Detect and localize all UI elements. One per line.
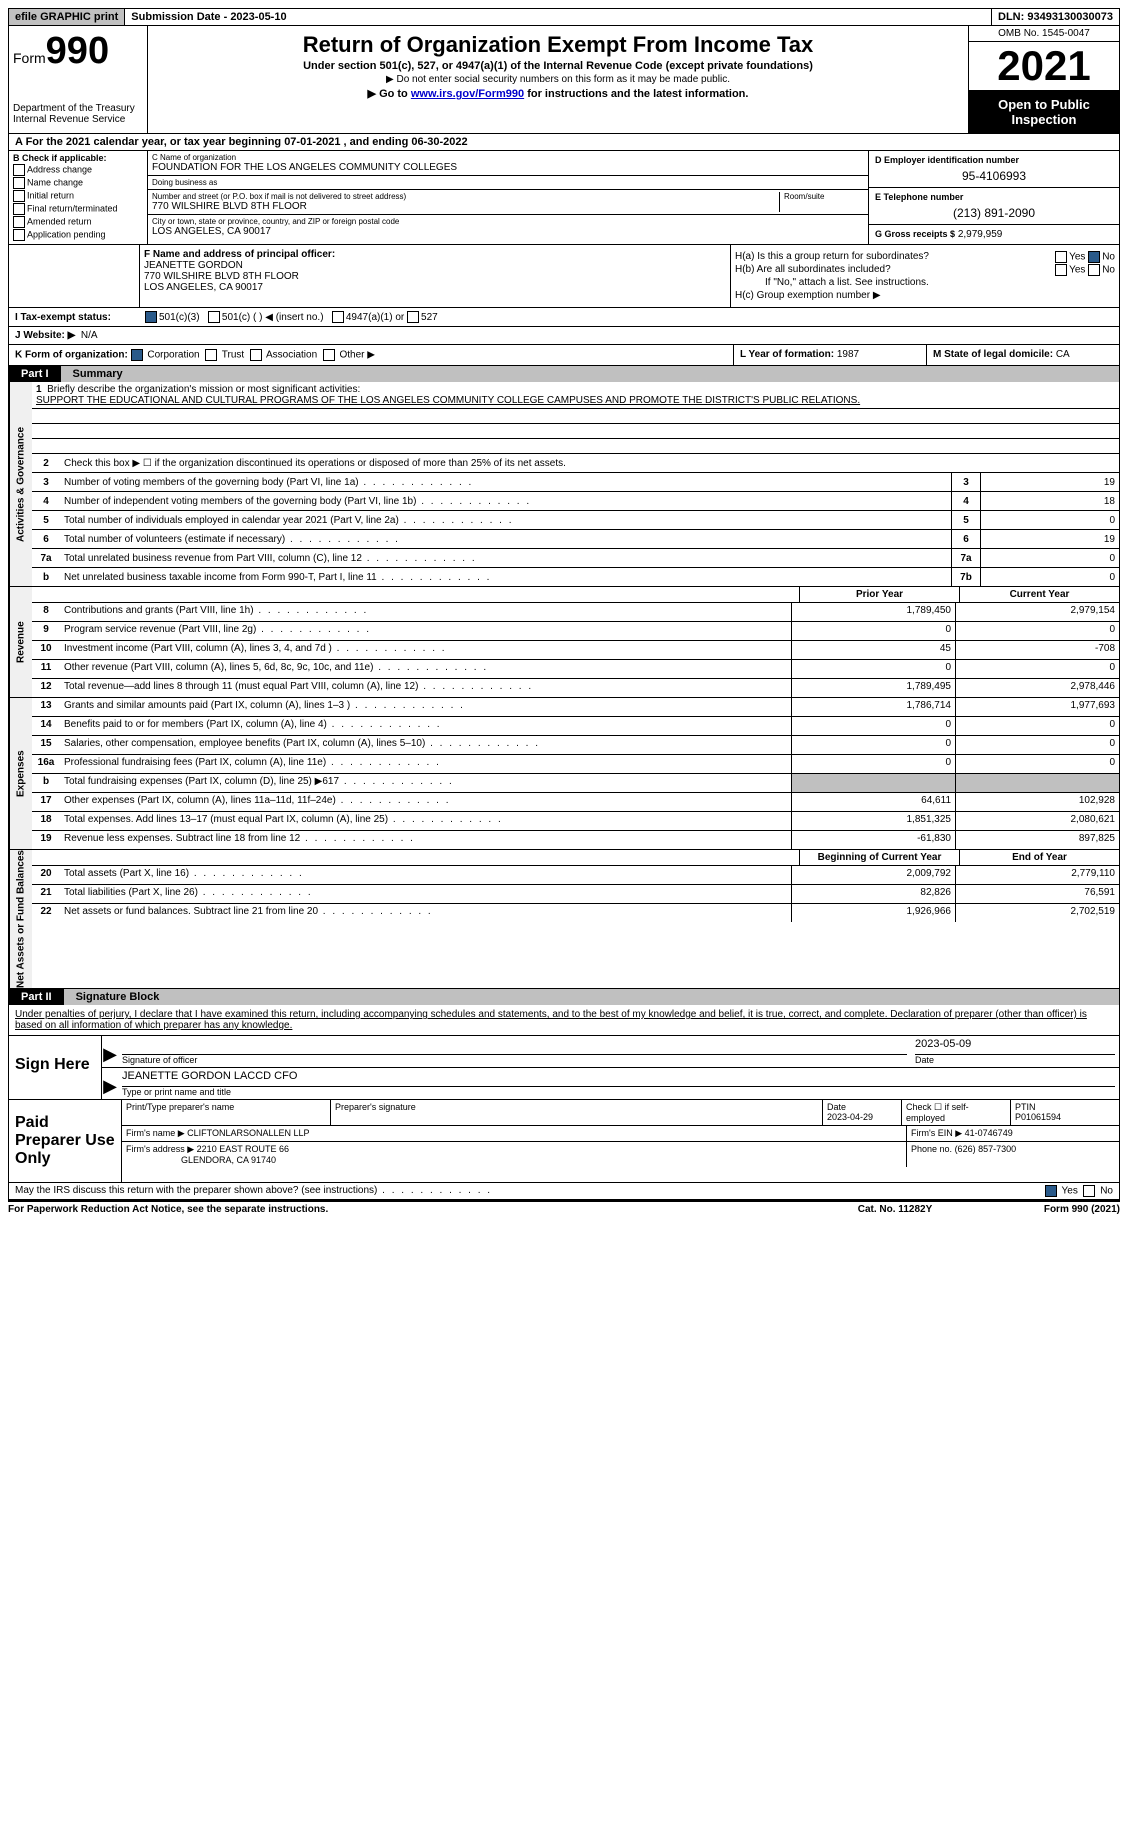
firm-ein: 41-0746749 [965, 1128, 1013, 1138]
submission-date: Submission Date - 2023-05-10 [125, 9, 992, 25]
section-b: B Check if applicable: Address change Na… [9, 151, 148, 244]
summary-row: 10Investment income (Part VIII, column (… [32, 641, 1119, 660]
summary-row: 18Total expenses. Add lines 13–17 (must … [32, 812, 1119, 831]
form-number: 990 [46, 30, 109, 72]
year-formation: 1987 [837, 349, 859, 360]
part-ii-header: Part II Signature Block [8, 989, 1120, 1005]
paid-preparer-label: Paid Preparer Use Only [9, 1100, 122, 1182]
summary-row: 8Contributions and grants (Part VIII, li… [32, 603, 1119, 622]
org-city: LOS ANGELES, CA 90017 [152, 226, 864, 237]
org-name: FOUNDATION FOR THE LOS ANGELES COMMUNITY… [152, 162, 864, 173]
side-expenses: Expenses [9, 698, 32, 849]
summary-row: 7aTotal unrelated business revenue from … [32, 549, 1119, 568]
section-c: C Name of organization FOUNDATION FOR TH… [148, 151, 868, 244]
summary-row: 20Total assets (Part X, line 16)2,009,79… [32, 866, 1119, 885]
penalties-text: Under penalties of perjury, I declare th… [9, 1005, 1119, 1035]
summary-row: 22Net assets or fund balances. Subtract … [32, 904, 1119, 922]
ein: 95-4106993 [875, 169, 1113, 183]
summary-row: 4Number of independent voting members of… [32, 492, 1119, 511]
sign-date: 2023-05-09 [915, 1038, 1115, 1055]
sign-here-label: Sign Here [9, 1036, 102, 1099]
open-public: Open to Public Inspection [969, 91, 1119, 133]
side-revenue: Revenue [9, 587, 32, 697]
footer: For Paperwork Reduction Act Notice, see … [8, 1200, 1120, 1217]
irs-label: Internal Revenue Service [13, 114, 143, 125]
irs-link[interactable]: www.irs.gov/Form990 [411, 88, 524, 100]
form-title: Return of Organization Exempt From Incom… [154, 32, 962, 58]
prep-date: 2023-04-29 [827, 1112, 873, 1122]
form-subtitle: Under section 501(c), 527, or 4947(a)(1)… [154, 60, 962, 72]
firm-addr: 2210 EAST ROUTE 66 [197, 1144, 289, 1154]
org-street: 770 WILSHIRE BLVD 8TH FLOOR [152, 201, 779, 212]
summary-row: 11Other revenue (Part VIII, column (A), … [32, 660, 1119, 679]
summary-row: 5Total number of individuals employed in… [32, 511, 1119, 530]
dept-treasury: Department of the Treasury [13, 103, 143, 114]
summary-row: 15Salaries, other compensation, employee… [32, 736, 1119, 755]
dln: DLN: 93493130030073 [992, 9, 1119, 25]
summary-row: 19Revenue less expenses. Subtract line 1… [32, 831, 1119, 849]
website: N/A [81, 330, 98, 341]
mission-text: SUPPORT THE EDUCATIONAL AND CULTURAL PRO… [36, 395, 860, 406]
side-activities: Activities & Governance [9, 382, 32, 586]
firm-name: CLIFTONLARSONALLEN LLP [187, 1128, 309, 1138]
state-domicile: CA [1056, 349, 1070, 360]
tax-year: 2021 [969, 42, 1119, 91]
firm-phone: (626) 857-7300 [955, 1144, 1017, 1154]
top-bar: efile GRAPHIC print Submission Date - 20… [8, 8, 1120, 26]
gross-receipts: 2,979,959 [958, 229, 1003, 240]
summary-row: 17Other expenses (Part IX, column (A), l… [32, 793, 1119, 812]
summary-row: bNet unrelated business taxable income f… [32, 568, 1119, 586]
summary-row: 21Total liabilities (Part X, line 26)82,… [32, 885, 1119, 904]
phone: (213) 891-2090 [875, 206, 1113, 220]
section-h: H(a) Is this a group return for subordin… [731, 245, 1119, 307]
summary-row: 3Number of voting members of the governi… [32, 473, 1119, 492]
summary-row: 13Grants and similar amounts paid (Part … [32, 698, 1119, 717]
officer-name-title: JEANETTE GORDON LACCD CFO [122, 1070, 1115, 1087]
form-header: Form990 Department of the Treasury Inter… [8, 26, 1120, 134]
ptin: P01061594 [1015, 1112, 1061, 1122]
form-label: Form [13, 50, 46, 66]
form-note1: ▶ Do not enter social security numbers o… [154, 74, 962, 85]
summary-row: bTotal fundraising expenses (Part IX, co… [32, 774, 1119, 793]
officer-name: JEANETTE GORDON [144, 260, 726, 271]
side-netassets: Net Assets or Fund Balances [9, 850, 32, 988]
efile-label: efile GRAPHIC print [9, 9, 125, 25]
summary-row: 16aProfessional fundraising fees (Part I… [32, 755, 1119, 774]
summary-row: 12Total revenue—add lines 8 through 11 (… [32, 679, 1119, 697]
part-i-header: Part I Summary [8, 366, 1120, 382]
section-d: D Employer identification number 95-4106… [868, 151, 1119, 244]
section-a: A For the 2021 calendar year, or tax yea… [9, 134, 474, 150]
form-note2: ▶ Go to www.irs.gov/Form990 for instruct… [154, 87, 962, 100]
summary-row: 6Total number of volunteers (estimate if… [32, 530, 1119, 549]
section-f: F Name and address of principal officer:… [140, 245, 731, 307]
summary-row: 9Program service revenue (Part VIII, lin… [32, 622, 1119, 641]
omb-number: OMB No. 1545-0047 [969, 26, 1119, 42]
summary-row: 14Benefits paid to or for members (Part … [32, 717, 1119, 736]
